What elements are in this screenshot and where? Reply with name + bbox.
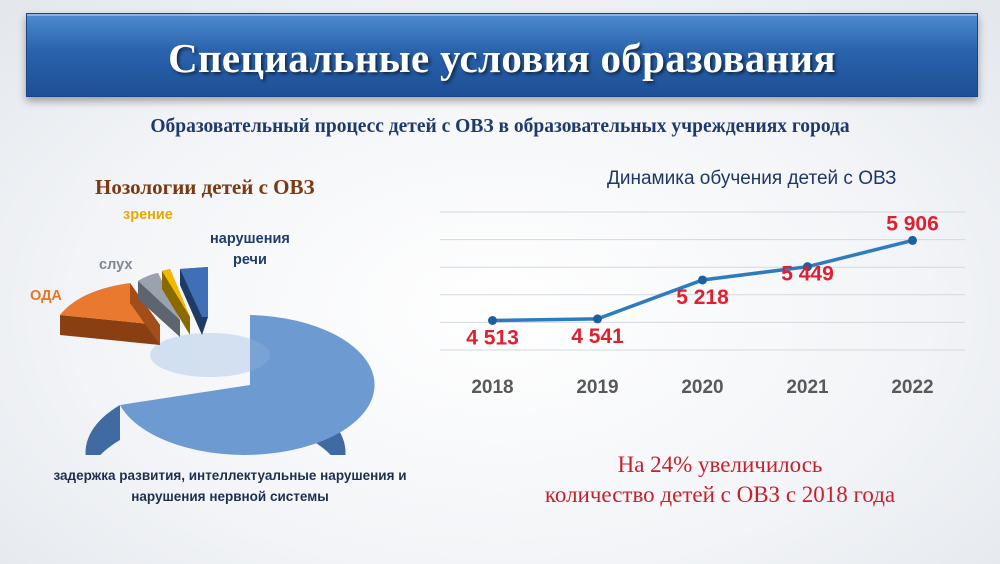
- pie-label-rech-line1: нарушения: [210, 231, 290, 247]
- pie-label-rech: нарушения речи: [210, 229, 290, 271]
- x-tick-2020: 2020: [681, 377, 723, 398]
- x-tick-2018: 2018: [471, 377, 513, 398]
- page-subtitle: Образовательный процесс детей с ОВЗ в об…: [150, 116, 850, 137]
- x-tick-2019: 2019: [576, 377, 618, 398]
- data-label-2019: 4 541: [571, 325, 624, 348]
- data-point-2020: [698, 275, 707, 285]
- conclusion-line1: На 24% увеличилось: [617, 452, 823, 477]
- pie-slice-zpr: [85, 315, 375, 455]
- pie-label-zpr-line1: задержка развития, интеллектуальные нару…: [53, 468, 407, 483]
- pie-label-zpr-line2: нарушения нервной системы: [131, 489, 329, 504]
- page-title: Специальные условия образования: [168, 35, 836, 81]
- data-label-2022: 5 906: [886, 212, 939, 235]
- data-point-2022: [908, 235, 917, 245]
- pie-slice-oda: [60, 283, 160, 345]
- data-point-2018: [488, 316, 497, 326]
- pie-slice-rech: [180, 267, 208, 335]
- pie-label-rech-line2: речи: [232, 252, 267, 268]
- data-label-2020: 5 218: [676, 286, 729, 309]
- pie-label-sluh: слух: [99, 257, 133, 273]
- line-chart: 4 513 4 541 5 218 5 449 5 906 2018 2019 2020 202…: [440, 211, 965, 398]
- conclusion-line2: количество детей с ОВЗ с 2018 года: [544, 482, 896, 507]
- pie-slice-zrenie: [162, 269, 190, 335]
- title-banner: Специальные условия образования: [26, 13, 978, 97]
- data-label-2021: 5 449: [781, 263, 834, 286]
- data-point-2019: [593, 314, 602, 324]
- line-chart-title: Динамика обучения детей с ОВЗ: [607, 168, 897, 189]
- pie-label-zpr: задержка развития, интеллектуальные нару…: [40, 465, 420, 507]
- conclusion-text: На 24% увеличилось количество детей с ОВ…: [470, 450, 970, 510]
- pie-chart-title: Нозологии детей с ОВЗ: [95, 175, 315, 199]
- data-label-2018: 4 513: [466, 327, 519, 350]
- x-tick-2022: 2022: [891, 377, 933, 398]
- pie-label-zrenie: зрение: [123, 207, 173, 223]
- pie-chart: [60, 267, 375, 455]
- pie-slice-sluh: [138, 273, 180, 337]
- data-point-2021: [803, 262, 812, 272]
- pie-label-oda: ОДА: [30, 288, 62, 304]
- x-tick-2021: 2021: [786, 377, 829, 398]
